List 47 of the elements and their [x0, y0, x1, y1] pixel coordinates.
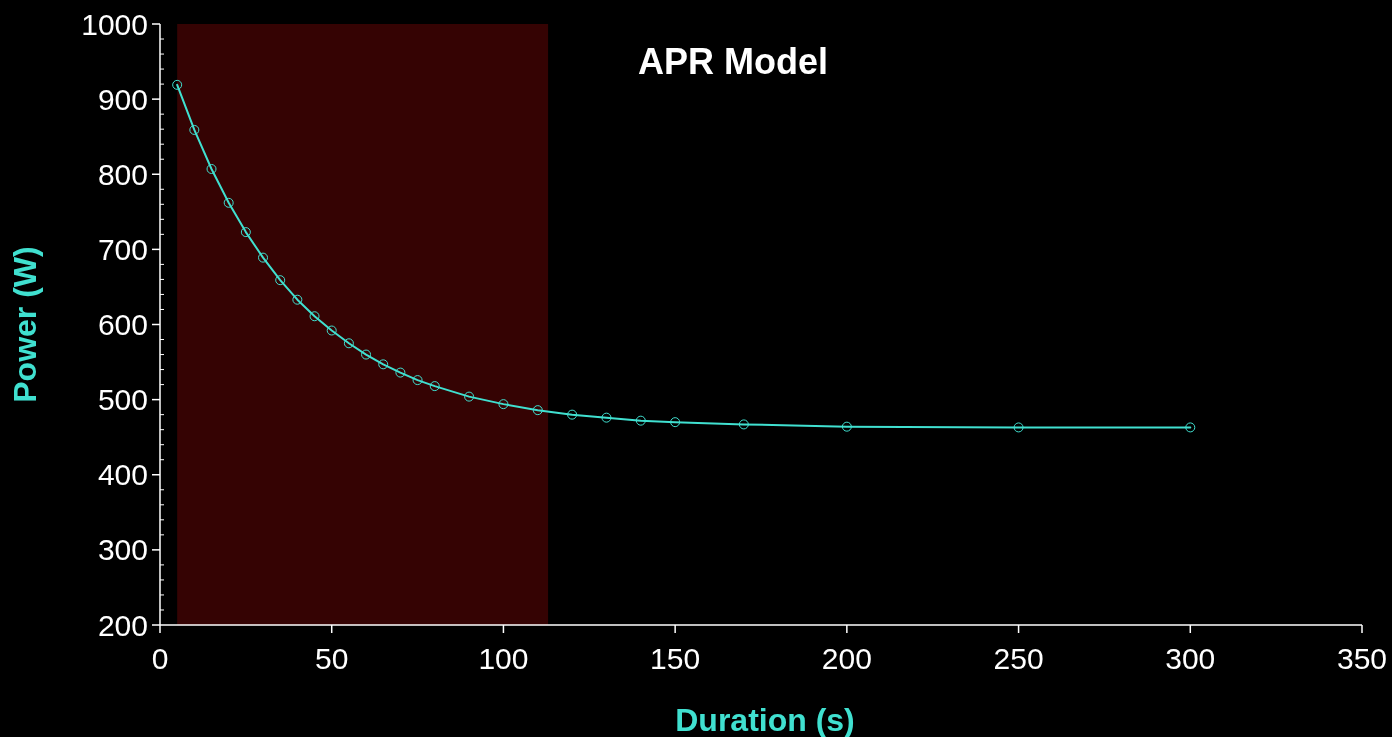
y-tick-label: 500 [97, 383, 148, 417]
point [738, 419, 749, 430]
point [223, 197, 234, 208]
point [498, 399, 509, 410]
point [189, 124, 200, 135]
point [464, 391, 475, 402]
point [532, 405, 543, 416]
point [275, 275, 286, 286]
x-tick-label: 300 [1165, 642, 1216, 675]
point [343, 338, 354, 349]
y-tick-label: 300 [97, 533, 148, 567]
y-tick-label: 900 [97, 82, 148, 116]
point [240, 227, 251, 238]
point [567, 409, 578, 420]
point [429, 381, 440, 392]
y-tick-label: 700 [97, 232, 148, 266]
x-tick-label: 200 [821, 642, 872, 675]
y-tick-label: 800 [97, 157, 148, 191]
point [601, 412, 612, 423]
x-tick-label: 250 [993, 642, 1044, 675]
point [206, 163, 217, 174]
point [361, 349, 372, 360]
point [326, 325, 337, 336]
point [309, 311, 320, 322]
x-tick-label: 150 [650, 642, 701, 675]
point [292, 294, 303, 305]
point [395, 367, 406, 378]
x-tick-label: 0 [151, 642, 169, 675]
y-tick-label: 200 [97, 608, 148, 642]
point [172, 79, 183, 90]
point [635, 415, 646, 426]
point [841, 421, 852, 432]
x-tick-label: 50 [315, 642, 349, 675]
point [1185, 422, 1196, 433]
y-tick-label: 400 [97, 458, 148, 492]
point [378, 359, 389, 370]
x-axis-title: Duration (s) [675, 702, 855, 737]
x-tick-label: 350 [1336, 642, 1388, 675]
x-tick-label: 100 [478, 642, 529, 675]
y-tick-label: 600 [97, 308, 148, 341]
point [670, 417, 681, 428]
text: APR Model [637, 41, 829, 82]
y-tick-label: 1000 [81, 7, 148, 41]
y-axis-title: Power (W) [7, 246, 43, 403]
point [258, 252, 269, 263]
point [412, 375, 423, 386]
point [1013, 422, 1024, 433]
